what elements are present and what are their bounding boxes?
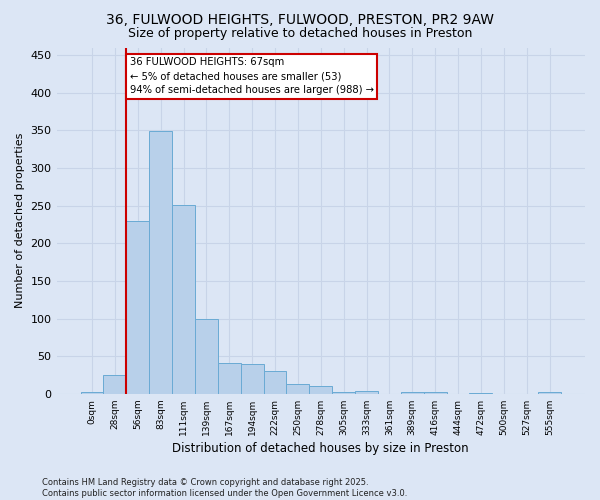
Bar — [149, 131, 172, 394]
Text: Size of property relative to detached houses in Preston: Size of property relative to detached ho… — [128, 28, 472, 40]
Text: 36 FULWOOD HEIGHTS: 67sqm
← 5% of detached houses are smaller (53)
94% of semi-d: 36 FULWOOD HEIGHTS: 67sqm ← 5% of detach… — [130, 57, 374, 95]
Bar — [424, 392, 446, 394]
Bar — [218, 363, 241, 394]
Bar — [80, 392, 103, 394]
Bar — [286, 384, 310, 394]
Bar — [241, 364, 263, 394]
Y-axis label: Number of detached properties: Number of detached properties — [15, 133, 25, 308]
Bar — [332, 392, 355, 394]
Bar — [195, 318, 218, 394]
Text: Contains HM Land Registry data © Crown copyright and database right 2025.
Contai: Contains HM Land Registry data © Crown c… — [42, 478, 407, 498]
Bar — [172, 205, 195, 394]
X-axis label: Distribution of detached houses by size in Preston: Distribution of detached houses by size … — [172, 442, 469, 455]
Bar — [355, 391, 378, 394]
Text: 36, FULWOOD HEIGHTS, FULWOOD, PRESTON, PR2 9AW: 36, FULWOOD HEIGHTS, FULWOOD, PRESTON, P… — [106, 12, 494, 26]
Bar — [401, 392, 424, 394]
Bar — [538, 392, 561, 394]
Bar — [103, 375, 127, 394]
Bar — [127, 220, 149, 394]
Bar — [310, 386, 332, 394]
Bar — [263, 371, 286, 394]
Bar — [469, 393, 493, 394]
